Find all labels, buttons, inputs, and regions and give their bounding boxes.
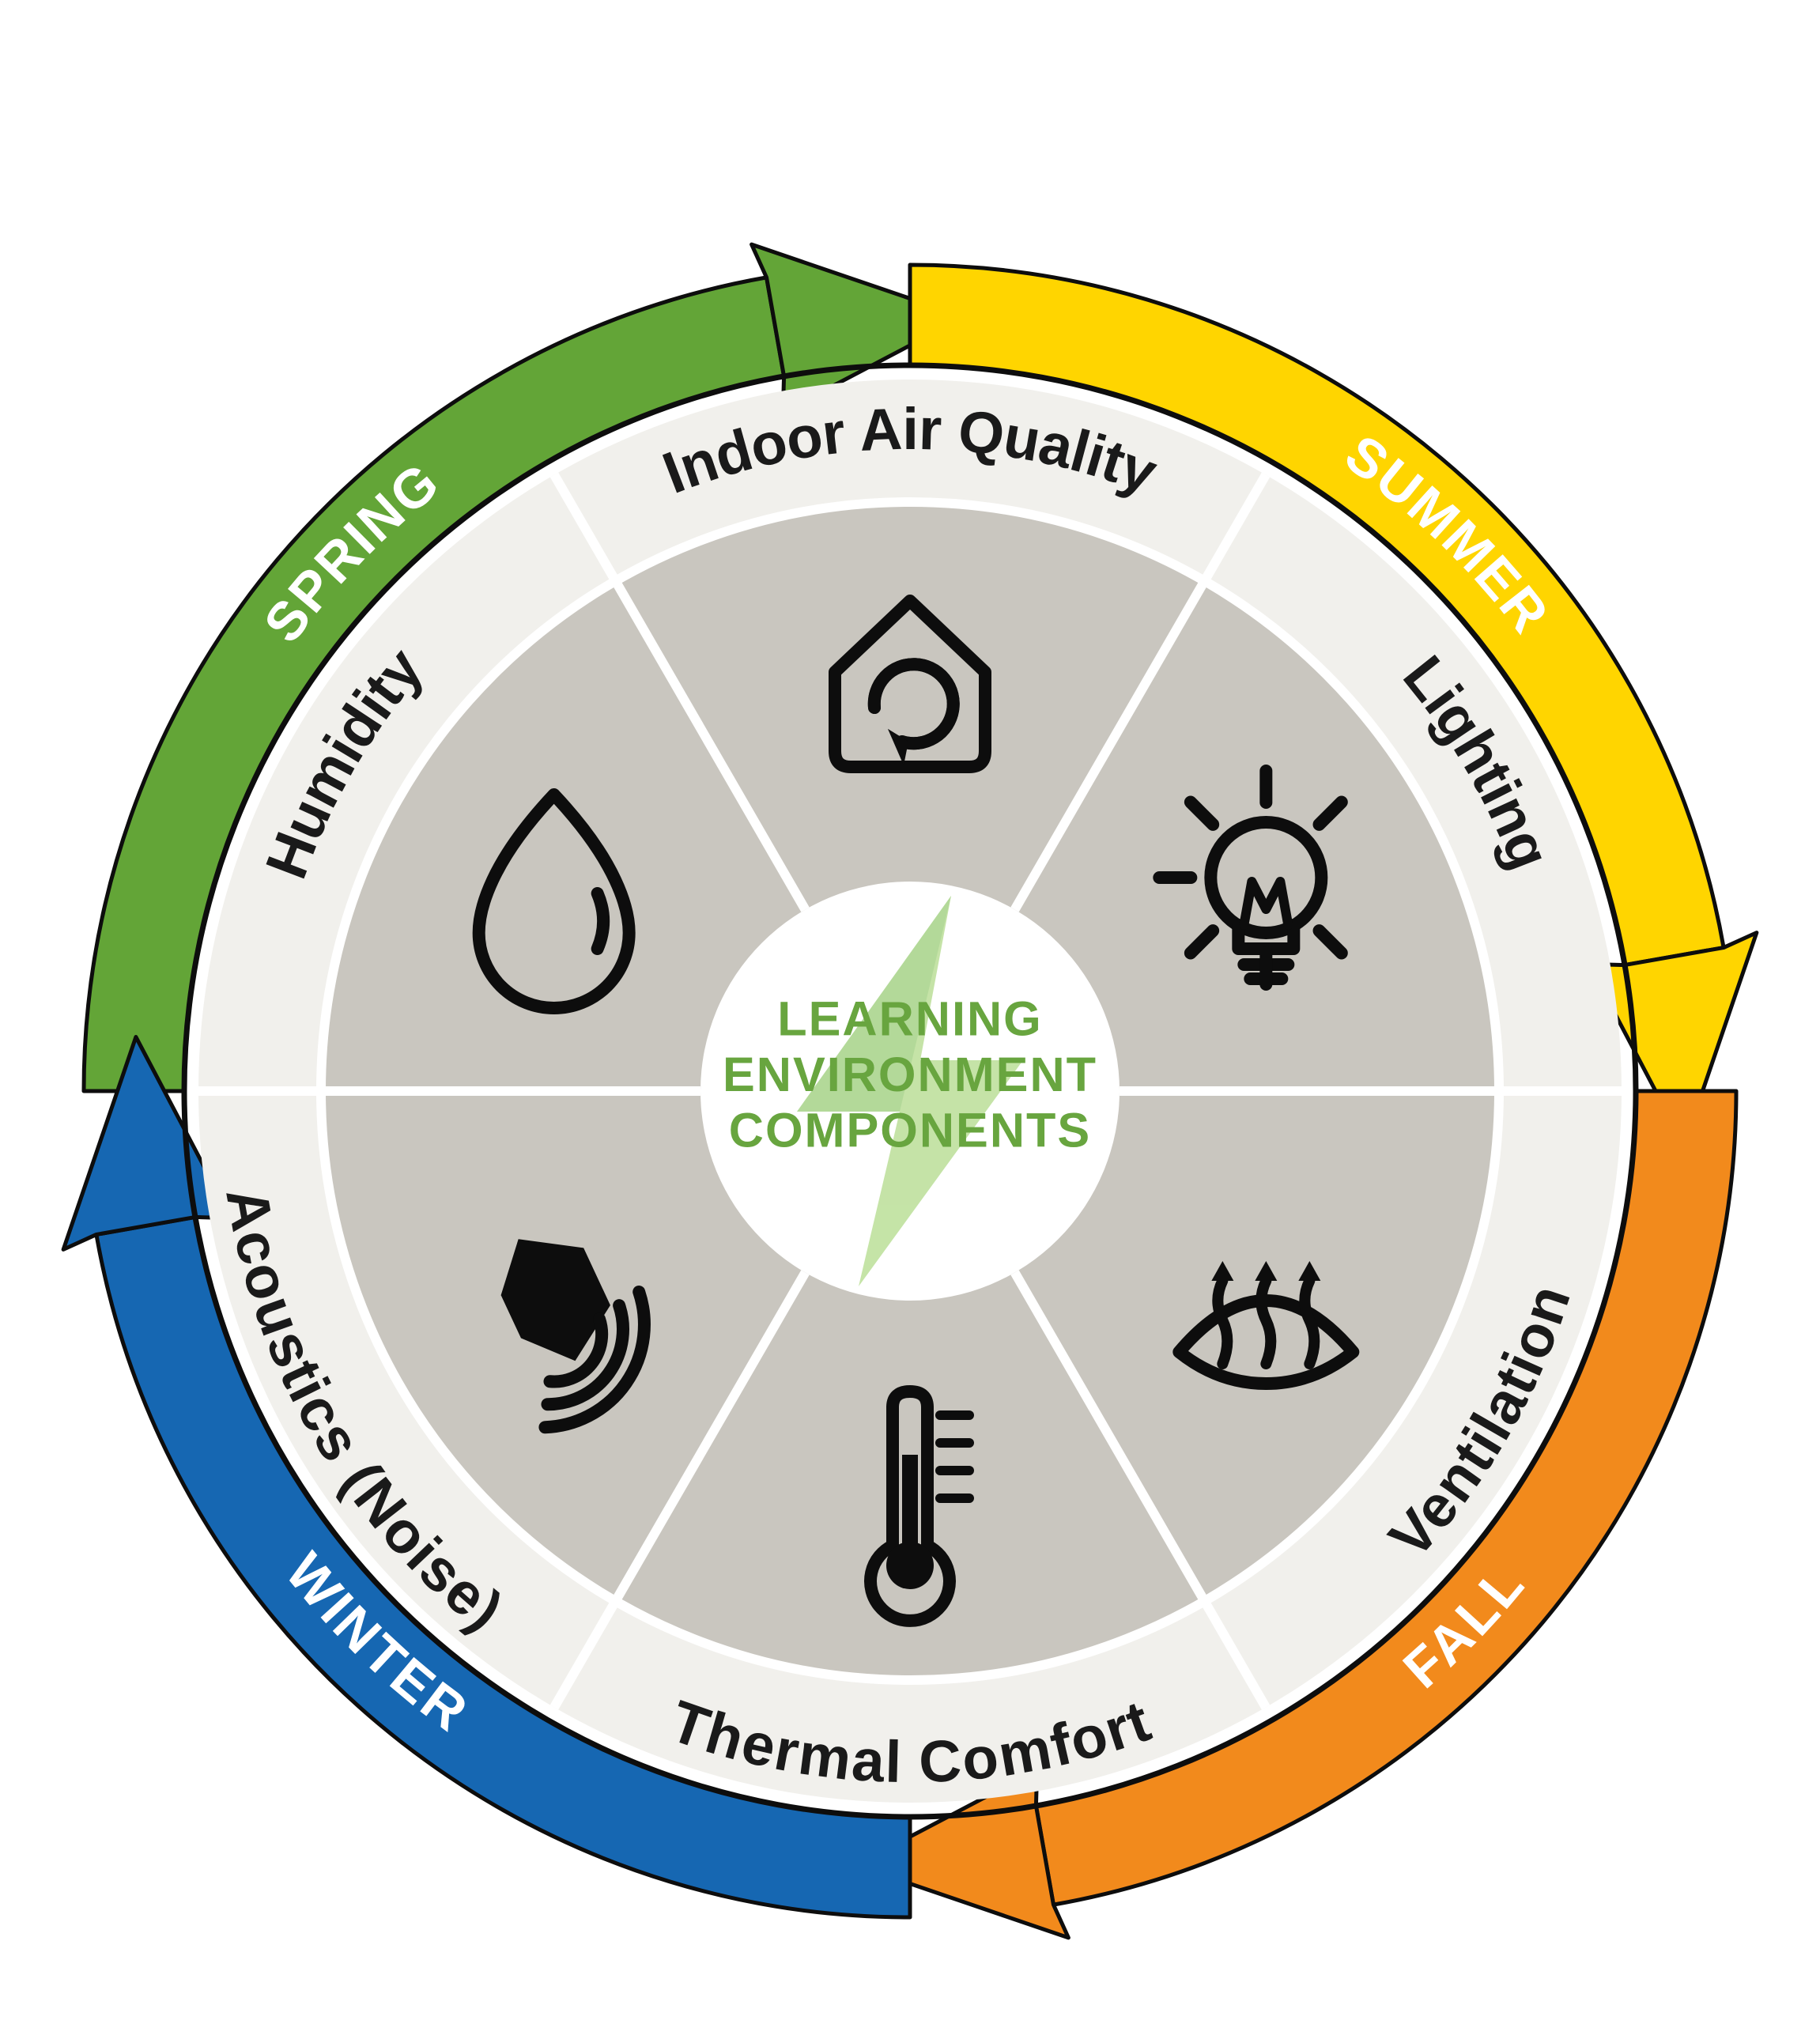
center-title-line-2: ENVIRONMENT <box>723 1048 1097 1101</box>
infographic-stage: Indoor Air QualityLightingVentilationThe… <box>0 0 1820 2024</box>
center-title-line-1: LEARNING <box>777 992 1042 1046</box>
center-title: LEARNINGENVIRONMENTCOMPONENTS <box>723 992 1097 1157</box>
center-title-line-3: COMPONENTS <box>729 1103 1091 1157</box>
